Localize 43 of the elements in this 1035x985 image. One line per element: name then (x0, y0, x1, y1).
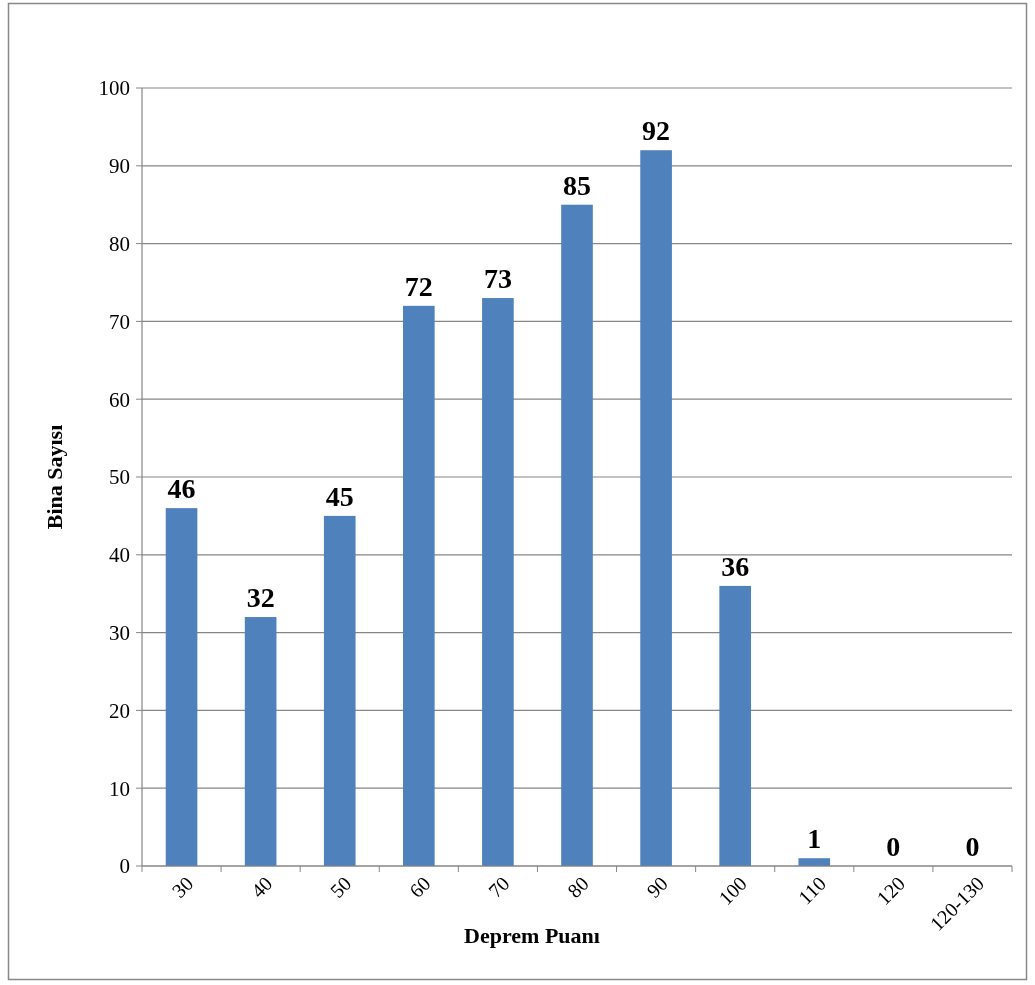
y-tick-label: 20 (109, 698, 130, 723)
bar (403, 305, 435, 866)
y-tick-label: 70 (109, 309, 130, 334)
data-label: 85 (563, 169, 591, 201)
data-label: 45 (325, 480, 354, 512)
x-tick-label: 80 (563, 872, 593, 902)
x-tick-label: 50 (325, 872, 356, 902)
bar (323, 515, 356, 866)
bar (640, 150, 672, 866)
data-label: 1 (807, 823, 822, 855)
x-tick-label: 30 (167, 872, 198, 902)
x-tick-label: 40 (246, 872, 277, 902)
data-label: 72 (404, 270, 433, 302)
bar (719, 585, 751, 866)
bar (244, 617, 277, 866)
data-label: 0 (886, 831, 901, 862)
x-tick-label: 70 (483, 872, 514, 902)
data-label: 32 (246, 582, 275, 614)
bar (798, 858, 831, 866)
data-label: 73 (483, 263, 512, 295)
y-tick-label: 30 (109, 620, 130, 645)
y-tick-label: 100 (98, 76, 130, 101)
data-label: 36 (721, 550, 750, 582)
y-tick-label: 50 (109, 465, 130, 490)
y-tick-label: 80 (109, 231, 130, 256)
x-axis-title: Deprem Puanı (464, 923, 600, 948)
y-tick-label: 60 (109, 387, 130, 412)
bar (165, 508, 198, 866)
x-tick-label: 100 (714, 872, 751, 909)
data-label: 46 (167, 473, 196, 505)
x-tick-label: 110 (793, 872, 831, 909)
data-label: 92 (642, 115, 671, 147)
x-tick-label: 90 (642, 872, 672, 902)
x-tick-label: 60 (404, 872, 435, 902)
y-tick-label: 0 (119, 854, 130, 879)
y-tick-label: 40 (109, 543, 130, 568)
y-tick-label: 90 (109, 154, 130, 179)
bar (561, 204, 593, 866)
x-tick-label: 120 (872, 872, 910, 909)
bar (482, 298, 514, 866)
y-axis-title: Bina Sayısı (42, 424, 67, 530)
data-label: 0 (965, 831, 980, 862)
y-tick-label: 10 (109, 776, 130, 801)
